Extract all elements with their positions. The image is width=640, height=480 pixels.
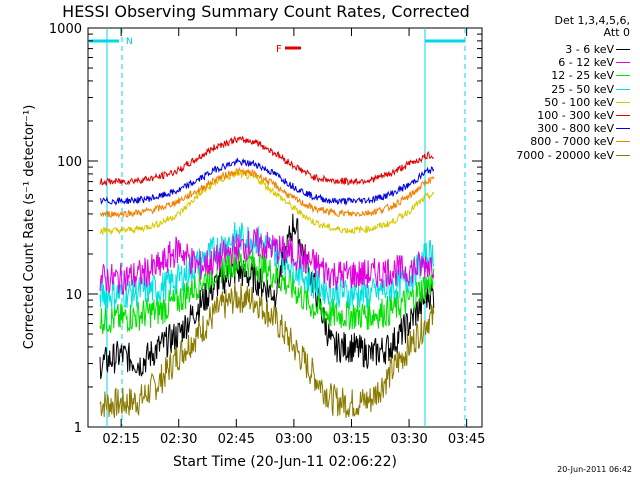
legend-swatch (616, 62, 630, 64)
x-tick-label: 03:30 (390, 432, 427, 447)
legend-swatch (616, 75, 630, 77)
series-line-1 (99, 213, 435, 380)
legend-label: 25 - 50 keV (551, 82, 614, 96)
legend-label: 100 - 300 keV (537, 109, 614, 122)
legend-label: 300 - 800 keV (537, 122, 614, 136)
legend-label: 6 - 12 keV (558, 56, 614, 70)
legend-swatch (616, 128, 630, 130)
legend-swatch (616, 141, 630, 143)
series-line-3 (99, 246, 435, 335)
legend-label: 50 - 100 keV (544, 95, 614, 109)
x-tick-label: 02:15 (102, 432, 139, 447)
x-axis-label: Start Time (20-Jun-11 02:06:22) (173, 454, 397, 470)
legend-item: 100 - 300 keV (488, 109, 630, 122)
x-tick-label: 02:45 (218, 432, 255, 447)
x-tick-label: 03:15 (333, 432, 370, 447)
plot-frame (87, 27, 483, 428)
x-tick-label: 02:30 (160, 432, 197, 447)
legend-swatch (616, 88, 630, 90)
legend-label: 800 - 7000 keV (530, 135, 614, 149)
axis-layer: 02:15 02:30 02:45 03:00 03:15 03:30 03:45 1 10 10… (49, 22, 485, 447)
y-axis-label: Corrected Count Rate (s⁻¹ detector⁻¹) (22, 105, 37, 350)
series-layer (99, 135, 435, 419)
legend-label: 7000 - 20000 keV (516, 148, 614, 162)
legend-swatch (616, 101, 630, 103)
series-line-5 (99, 169, 435, 236)
x-tick-label: 03:45 (448, 432, 485, 447)
y-tick-label: 1 (74, 421, 82, 436)
timestamp: 20-Jun-2011 06:42 (557, 465, 632, 474)
night-marker-label: N (126, 37, 133, 47)
series-line-2 (99, 227, 435, 296)
legend-swatch (616, 49, 630, 50)
series-line-6 (99, 135, 434, 187)
y-tick-label: 100 (57, 155, 82, 170)
y-tick-label: 10 (65, 288, 82, 303)
legend-label: 3 - 6 keV (565, 43, 614, 56)
legend-swatch (616, 154, 630, 156)
series-line-9 (99, 282, 435, 419)
legend-header-line-2: Att 0 (603, 26, 630, 39)
legend-item: 3 - 6 keV (488, 43, 630, 56)
legend-item: 800 - 7000 keV (488, 135, 630, 148)
legend-item: 300 - 800 keV (488, 122, 630, 135)
series-line-8 (99, 166, 435, 219)
legend-label: 12 - 25 keV (551, 69, 614, 83)
legend-item: 50 - 100 keV (488, 96, 630, 109)
series-line-7 (99, 156, 435, 206)
legend-item: 6 - 12 keV (488, 56, 630, 69)
flag-label: F (276, 44, 282, 55)
legend-item: 25 - 50 keV (488, 83, 630, 96)
x-tick-label: 03:00 (275, 432, 312, 447)
legend-item: 12 - 25 keV (488, 69, 630, 82)
chart-title: HESSI Observing Summary Count Rates, Cor… (62, 2, 470, 21)
legend-header-line-1: Det 1,3,4,5,6, (554, 14, 630, 27)
y-tick-label: 1000 (49, 22, 82, 37)
legend-item: 7000 - 20000 keV (488, 149, 630, 162)
legend-swatch (616, 115, 630, 116)
